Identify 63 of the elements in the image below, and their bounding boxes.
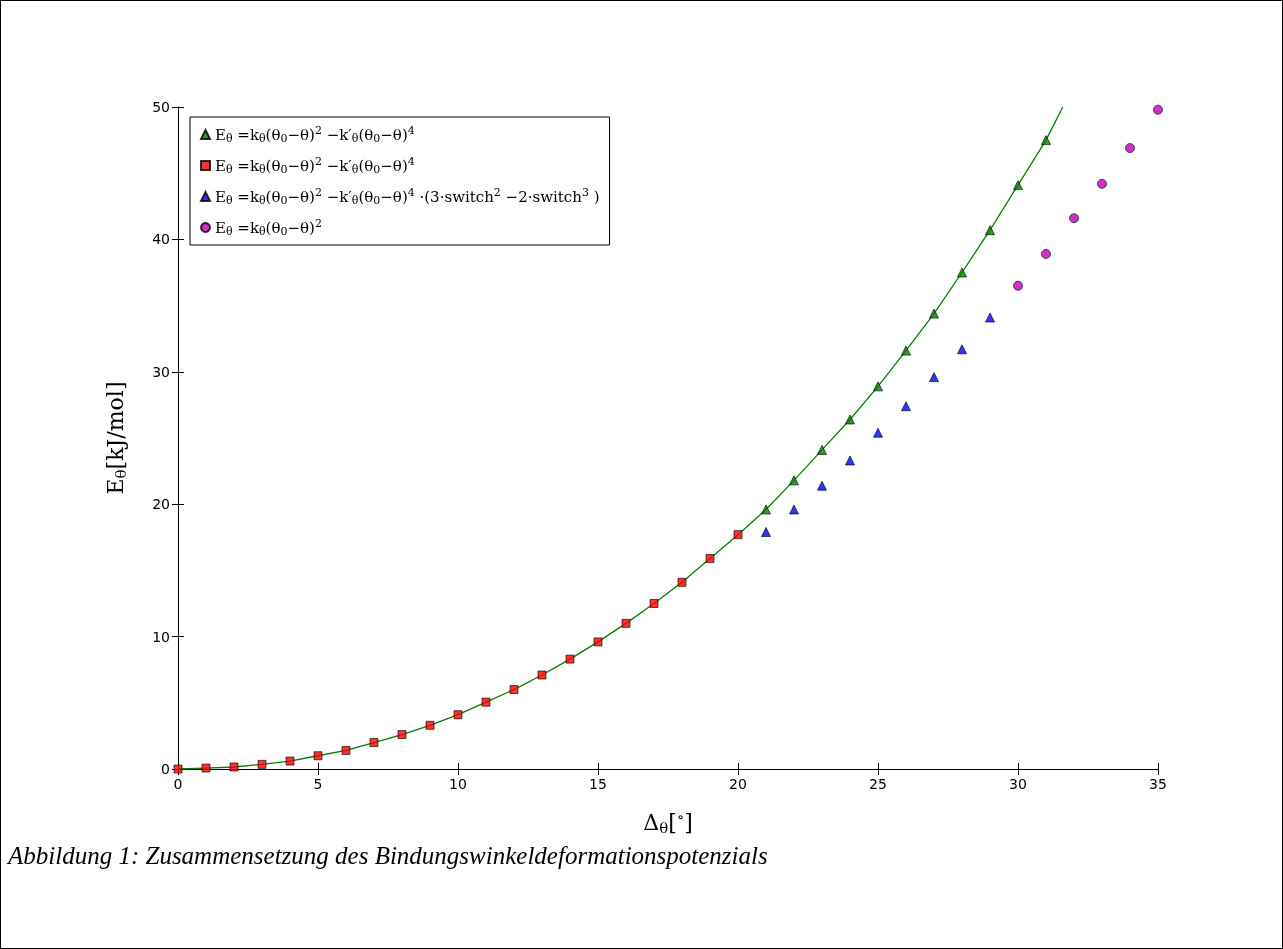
point xyxy=(761,527,771,537)
point xyxy=(173,764,183,774)
point xyxy=(593,637,603,647)
point xyxy=(229,762,239,772)
y-tick-label: 50 xyxy=(152,99,170,115)
point xyxy=(789,504,799,515)
point xyxy=(985,225,995,236)
point xyxy=(257,759,267,769)
point xyxy=(1041,135,1051,145)
point xyxy=(817,445,827,455)
y-tick-label: 20 xyxy=(152,496,170,513)
point xyxy=(1013,280,1023,291)
point xyxy=(957,267,967,278)
y-axis-title: Eθ[kJ/mol] xyxy=(102,381,130,495)
point xyxy=(397,730,407,739)
point xyxy=(705,554,715,563)
point xyxy=(1069,213,1079,224)
x-tick-label: 15 xyxy=(589,776,607,792)
point xyxy=(425,720,435,730)
point xyxy=(761,504,771,515)
y-tick-label: 30 xyxy=(152,363,170,380)
point xyxy=(1041,249,1051,259)
point xyxy=(845,455,855,466)
point xyxy=(817,480,827,491)
point xyxy=(453,710,463,720)
y-tick-label: 0 xyxy=(161,761,170,777)
point xyxy=(621,618,631,628)
point xyxy=(565,654,575,664)
x-tick-label: 0 xyxy=(173,776,183,792)
point xyxy=(929,308,939,319)
x-tick-label: 20 xyxy=(729,776,747,792)
point xyxy=(789,475,799,486)
y-tick-label: 10 xyxy=(152,628,170,645)
y-tick-label: 40 xyxy=(152,231,170,248)
point xyxy=(677,577,687,587)
point xyxy=(341,746,351,755)
point xyxy=(201,763,211,773)
point xyxy=(901,345,911,356)
x-tick-label: 10 xyxy=(449,776,467,792)
x-tick-label: 30 xyxy=(1009,776,1027,792)
x-tick-label: 35 xyxy=(1149,776,1167,792)
point xyxy=(873,381,883,392)
point xyxy=(369,738,379,747)
text: Abbildung 1: Zusammensetzung des Bindungswinkeldeformationspotenzials xyxy=(8,842,768,870)
point xyxy=(1125,143,1135,153)
point xyxy=(537,670,547,680)
point xyxy=(901,401,911,412)
point xyxy=(929,372,939,382)
point xyxy=(481,697,491,707)
point xyxy=(845,414,855,425)
point xyxy=(313,751,323,761)
point xyxy=(957,344,967,355)
point xyxy=(733,530,743,540)
point xyxy=(1013,180,1023,191)
point xyxy=(285,756,295,766)
point xyxy=(649,599,659,608)
point xyxy=(1153,104,1163,115)
x-tick-label: 5 xyxy=(313,776,323,792)
point xyxy=(985,312,995,323)
point xyxy=(873,427,883,438)
point xyxy=(1097,178,1107,189)
x-tick-label: 25 xyxy=(869,776,887,792)
point xyxy=(509,685,519,694)
